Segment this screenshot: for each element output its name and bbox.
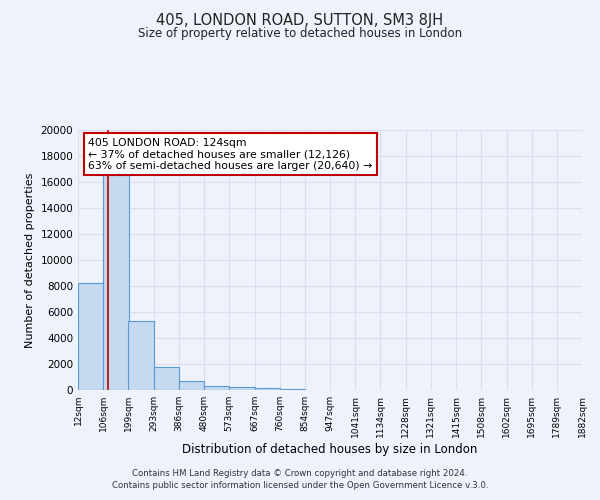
- Bar: [204, 386, 229, 390]
- Bar: [128, 321, 154, 390]
- Text: Size of property relative to detached houses in London: Size of property relative to detached ho…: [138, 28, 462, 40]
- Text: 405, LONDON ROAD, SUTTON, SM3 8JH: 405, LONDON ROAD, SUTTON, SM3 8JH: [157, 12, 443, 28]
- Bar: [78, 284, 103, 390]
- Bar: [254, 388, 280, 390]
- Text: Contains HM Land Registry data © Crown copyright and database right 2024.: Contains HM Land Registry data © Crown c…: [132, 468, 468, 477]
- Bar: [179, 381, 204, 390]
- Bar: [229, 388, 254, 390]
- Text: Contains public sector information licensed under the Open Government Licence v.: Contains public sector information licen…: [112, 481, 488, 490]
- Text: 405 LONDON ROAD: 124sqm
← 37% of detached houses are smaller (12,126)
63% of sem: 405 LONDON ROAD: 124sqm ← 37% of detache…: [88, 138, 373, 171]
- Bar: [280, 388, 305, 390]
- X-axis label: Distribution of detached houses by size in London: Distribution of detached houses by size …: [182, 442, 478, 456]
- Y-axis label: Number of detached properties: Number of detached properties: [25, 172, 35, 348]
- Bar: [154, 367, 179, 390]
- Bar: [103, 174, 128, 390]
